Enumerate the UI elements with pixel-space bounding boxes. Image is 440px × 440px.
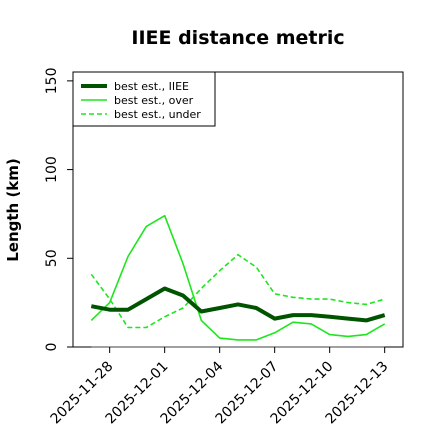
- legend-label-0: best est., IIEE: [114, 80, 189, 93]
- legend-label-2: best est., under: [114, 108, 201, 121]
- y-tick-label-3: 150: [44, 68, 60, 95]
- legend-label-1: best est., over: [114, 94, 194, 107]
- series-line-0: [90, 286, 386, 323]
- series-line-1: [90, 214, 386, 341]
- y-tick-label-2: 100: [44, 156, 60, 183]
- y-tick-label-1: 50: [44, 249, 60, 267]
- y-axis-label: Length (km): [4, 158, 22, 262]
- legend-box: [72, 71, 216, 127]
- y-tick-label-0: 0: [44, 343, 60, 352]
- series-line-2: [90, 253, 385, 329]
- chart-title: IIEE distance metric: [131, 27, 344, 49]
